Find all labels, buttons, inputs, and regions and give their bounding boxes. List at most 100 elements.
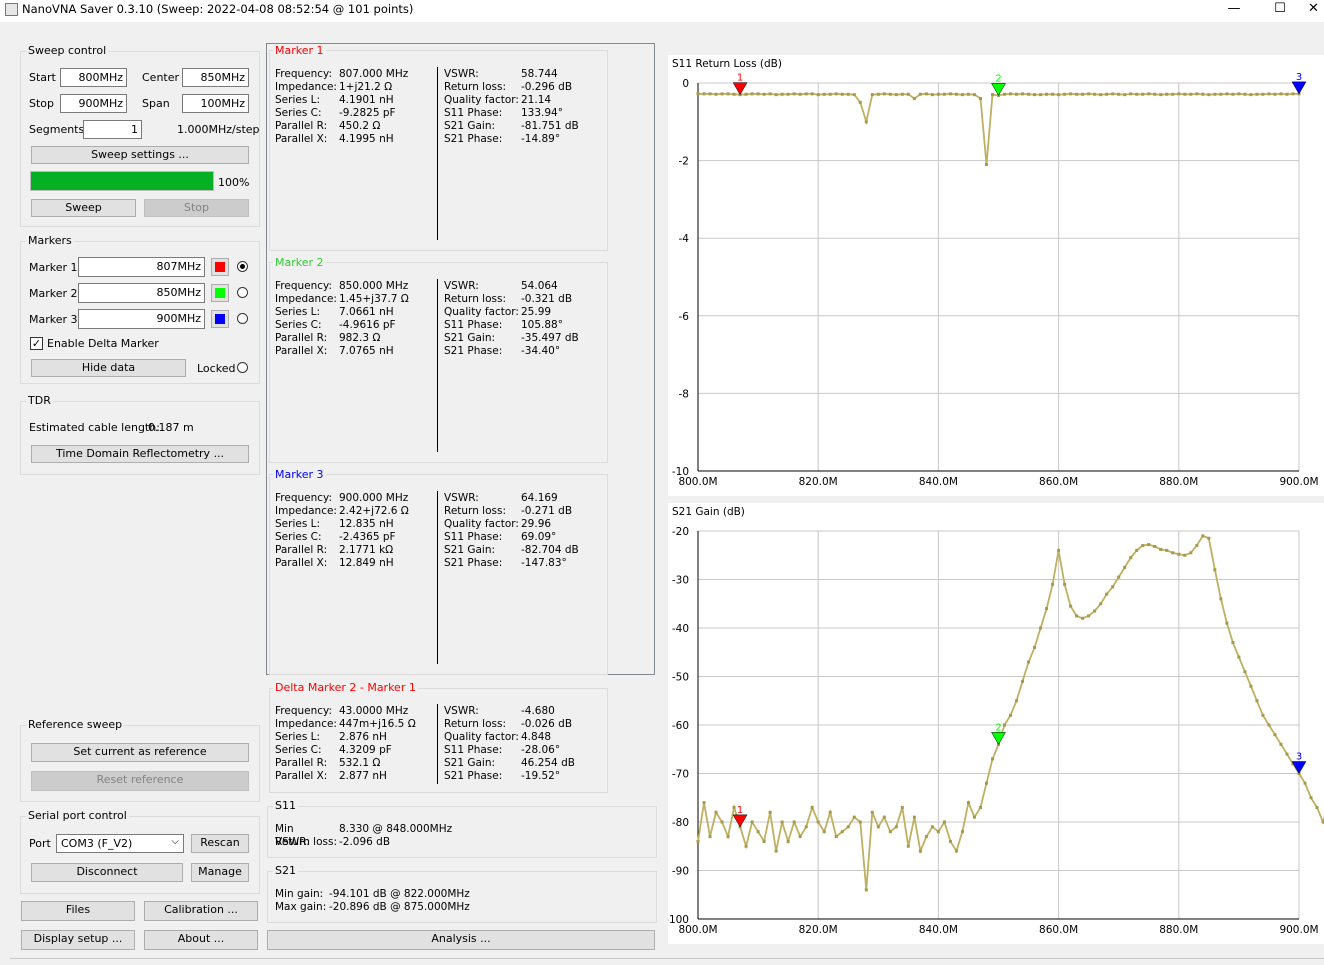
s11-y-tick-label: -6 (679, 311, 690, 323)
marker-detail-1-right-label: VSWR: (444, 68, 479, 80)
s21-y-tick-label: -40 (672, 623, 689, 635)
s21-summary-group (267, 871, 657, 923)
marker-1-color-button[interactable] (211, 258, 229, 276)
marker-1-frequency-input[interactable]: 807MHz (78, 257, 205, 277)
markers-group (20, 241, 260, 384)
tdr-button[interactable]: Time Domain Reflectometry ... (31, 445, 249, 463)
tdr-title: TDR (26, 394, 53, 407)
center-input[interactable]: 850MHz (182, 68, 249, 87)
s11-y-tick-label: 0 (682, 78, 689, 90)
sweep-button[interactable]: Sweep (31, 199, 136, 217)
s21-data-point (1249, 684, 1253, 688)
s21-data-point (1009, 713, 1013, 717)
s21-data-point (1291, 762, 1295, 766)
s11-data-point (732, 92, 736, 96)
s21-data-point (804, 825, 808, 829)
segments-input[interactable]: 1 (83, 120, 142, 139)
s21-data-point (900, 805, 904, 809)
s11-data-point (984, 162, 988, 166)
s21-data-point (1135, 548, 1139, 552)
marker-detail-3-right-value: 29.96 (521, 518, 552, 530)
marker-3-color-button[interactable] (211, 310, 229, 328)
close-button[interactable]: ✕ (1308, 1, 1319, 16)
s21-data-point (912, 815, 916, 819)
s11-data-point (1291, 92, 1295, 96)
s21-data-point (1093, 609, 1097, 613)
maximize-button[interactable]: ☐ (1274, 1, 1286, 16)
marker-detail-3-right-label: Return loss: (444, 505, 507, 517)
hide-data-button[interactable]: Hide data (31, 359, 186, 377)
s11-data-point (990, 93, 994, 97)
s11-data-point (714, 92, 718, 96)
calibration-button[interactable]: Calibration ... (144, 901, 258, 921)
rescan-button[interactable]: Rescan (191, 834, 249, 853)
s11-data-point (1207, 93, 1211, 97)
stop-button[interactable]: Stop (144, 199, 249, 217)
marker-detail-1-left-value: 4.1995 nH (339, 133, 394, 145)
s11-data-point (972, 93, 976, 97)
s21-y-tick-label: -30 (672, 575, 689, 587)
port-select[interactable]: COM3 (F_V2) ⌵ (56, 834, 184, 853)
display-setup-button[interactable]: Display setup ... (21, 930, 135, 950)
marker-detail-2-divider (437, 279, 438, 452)
about-button[interactable]: About ... (144, 930, 258, 950)
minimize-button[interactable]: — (1227, 1, 1241, 16)
disconnect-button[interactable]: Disconnect (31, 863, 183, 882)
locked-radio[interactable] (237, 362, 248, 373)
marker-3-frequency-input[interactable]: 900MHz (78, 309, 205, 329)
s11-data-point (696, 92, 700, 96)
marker-detail-4-left-value: 2.877 nH (339, 770, 387, 782)
s21-data-point (696, 839, 700, 843)
s21-data-point (834, 835, 838, 839)
marker-detail-3-left-value: 2.42+j72.6 Ω (339, 505, 409, 517)
center-label: Center (142, 71, 180, 84)
markers-title: Markers (26, 234, 74, 247)
s21-data-point (942, 820, 946, 824)
s11-data-point (1243, 92, 1247, 96)
s11-data-point (966, 92, 970, 96)
marker-detail-1-right-label: Return loss: (444, 81, 507, 93)
s21-data-point (1147, 543, 1151, 547)
s21-max-gain-label: Max gain: (275, 901, 327, 913)
s11-data-point (1009, 92, 1013, 96)
s11-data-point (1033, 93, 1037, 97)
files-button[interactable]: Files (21, 901, 135, 921)
s11-data-point (906, 92, 910, 96)
analysis-button[interactable]: Analysis ... (267, 930, 655, 950)
s21-chart[interactable]: S21 Gain (dB) 800.0M 820.0M 840.0M 860.0M 88… (668, 503, 1324, 944)
marker-detail-4-right-value: 46.254 dB (521, 757, 575, 769)
start-input[interactable]: 800MHz (60, 68, 127, 87)
s21-data-point (1117, 575, 1121, 579)
s11-data-point (1021, 92, 1025, 96)
marker-2-frequency-input[interactable]: 850MHz (78, 283, 205, 303)
reset-reference-button[interactable]: Reset reference (31, 771, 249, 791)
stop-input[interactable]: 900MHz (60, 94, 127, 113)
s11-chart[interactable]: S11 Return Loss (dB) 800.0M 820.0M 840.0M 8… (668, 55, 1324, 496)
marker-1-active-radio[interactable] (237, 261, 248, 272)
marker-2-color-button[interactable] (211, 284, 229, 302)
marker-detail-box-4 (269, 688, 608, 793)
marker-3-active-radio[interactable] (237, 313, 248, 324)
marker-2-color-swatch (215, 288, 225, 298)
marker-detail-2-left-label: Impedance: (275, 293, 337, 305)
sweep-settings-button[interactable]: Sweep settings ... (31, 146, 249, 164)
delta-marker-checkbox[interactable]: ✓ (30, 337, 43, 350)
s21-chart-title: S21 Gain (dB) (672, 506, 745, 518)
marker-detail-4-right-label: S11 Phase: (444, 744, 503, 756)
window-title: NanoVNA Saver 0.3.10 (Sweep: 2022-04-08 … (22, 2, 414, 16)
manage-button[interactable]: Manage (191, 863, 249, 882)
span-input[interactable]: 100MHz (182, 94, 249, 113)
s21-data-point (720, 820, 724, 824)
s11-summary-group (267, 806, 657, 858)
marker-detail-2-left-value: 982.3 Ω (339, 332, 381, 344)
marker-2-active-radio[interactable] (237, 287, 248, 298)
s21-data-point (978, 805, 982, 809)
s11-data-point (1069, 92, 1073, 96)
marker-detail-4-left-value: 532.1 Ω (339, 757, 381, 769)
marker-detail-4-right-value: -19.52° (521, 770, 561, 782)
set-reference-button[interactable]: Set current as reference (31, 743, 249, 762)
s21-data-point (792, 820, 796, 824)
marker-detail-1-right-value: -14.89° (521, 133, 561, 145)
locked-label: Locked (197, 362, 236, 375)
reference-group (20, 725, 260, 802)
